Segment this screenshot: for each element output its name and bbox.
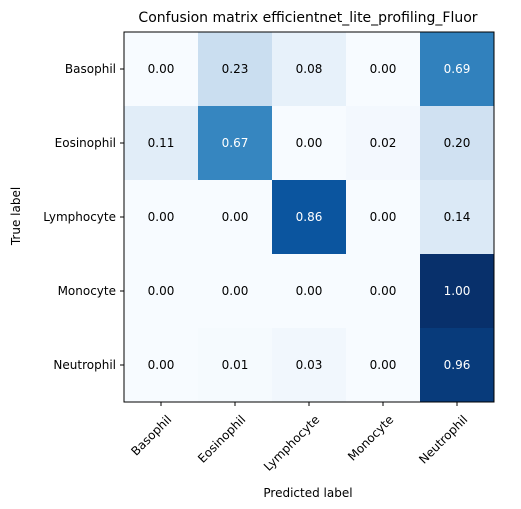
cell-value-label: 0.00 xyxy=(222,284,249,298)
cell-value-label: 0.00 xyxy=(296,136,323,150)
cell-value-label: 0.02 xyxy=(370,136,397,150)
heatmap-cell xyxy=(420,180,495,255)
chart-title: Confusion matrix efficientnet_lite_profi… xyxy=(138,10,477,26)
y-tick-label: Eosinophil xyxy=(55,136,116,150)
heatmap-cell xyxy=(124,180,199,255)
cell-value-label: 0.00 xyxy=(370,210,397,224)
heatmap-cell xyxy=(198,106,273,181)
y-tick-label: Basophil xyxy=(65,62,116,76)
heatmap-cell xyxy=(420,32,495,107)
cell-value-label: 0.01 xyxy=(222,358,249,372)
heatmap-cell xyxy=(420,106,495,181)
heatmap-cell xyxy=(272,254,347,329)
x-axis-ticks: Basophil Eosinophil Lymphocyte Monocyte Neut… xyxy=(128,402,470,474)
cell-value-label: 0.00 xyxy=(296,284,323,298)
x-tick-label: Neutrophil xyxy=(416,412,470,466)
heatmap-cells xyxy=(124,32,495,403)
cell-value-label: 0.00 xyxy=(370,62,397,76)
x-tick-label: Eosinophil xyxy=(195,412,248,465)
heatmap-cell xyxy=(420,328,495,403)
cell-value-label: 0.00 xyxy=(370,284,397,298)
cell-value-label: 0.00 xyxy=(148,358,175,372)
cell-value-label: 0.69 xyxy=(444,62,471,76)
x-axis-label: Predicted label xyxy=(263,486,352,500)
heatmap-cell xyxy=(272,180,347,255)
cell-value-label: 0.14 xyxy=(444,210,471,224)
heatmap-cell xyxy=(124,254,199,329)
heatmap-cell xyxy=(346,254,421,329)
heatmap-cell xyxy=(420,254,495,329)
cell-value-label: 0.96 xyxy=(444,358,471,372)
cell-value-label: 0.00 xyxy=(370,358,397,372)
cell-value-label: 0.11 xyxy=(148,136,175,150)
heatmap-cell xyxy=(272,106,347,181)
cell-value-label: 0.00 xyxy=(222,210,249,224)
cell-value-label: 0.67 xyxy=(222,136,249,150)
heatmap-cell xyxy=(124,106,199,181)
heatmap-cell xyxy=(198,180,273,255)
cell-value-label: 0.00 xyxy=(148,284,175,298)
cell-value-label: 0.20 xyxy=(444,136,471,150)
heatmap-cell-labels: 0.00 0.23 0.08 0.00 0.69 0.11 0.67 0.00 0.02 0.20… xyxy=(148,62,471,372)
cell-value-label: 0.00 xyxy=(148,62,175,76)
heatmap-cell xyxy=(198,328,273,403)
y-axis-ticks: Basophil Eosinophil Lymphocyte Monocyte Neut… xyxy=(43,62,124,372)
heatmap-cell xyxy=(346,32,421,107)
cell-value-label: 0.23 xyxy=(222,62,249,76)
heatmap-cell xyxy=(272,328,347,403)
heatmap-cell xyxy=(272,32,347,107)
y-tick-label: Neutrophil xyxy=(53,358,116,372)
heatmap-cell xyxy=(124,328,199,403)
cell-value-label: 0.00 xyxy=(148,210,175,224)
x-tick-label: Basophil xyxy=(128,412,174,458)
x-tick-label: Monocyte xyxy=(345,412,396,463)
y-tick-label: Lymphocyte xyxy=(43,210,116,224)
cell-value-label: 1.00 xyxy=(444,284,471,298)
heatmap-cell xyxy=(198,32,273,107)
heatmap-cell xyxy=(346,328,421,403)
heatmap-cell xyxy=(124,32,199,107)
y-tick-label: Monocyte xyxy=(58,284,116,298)
x-tick-label: Lymphocyte xyxy=(261,412,322,473)
heatmap-cell xyxy=(198,254,273,329)
y-axis-label: True label xyxy=(9,187,23,246)
heatmap-cell xyxy=(346,180,421,255)
heatmap-cell xyxy=(346,106,421,181)
cell-value-label: 0.08 xyxy=(296,62,323,76)
cell-value-label: 0.86 xyxy=(296,210,323,224)
cell-value-label: 0.03 xyxy=(296,358,323,372)
